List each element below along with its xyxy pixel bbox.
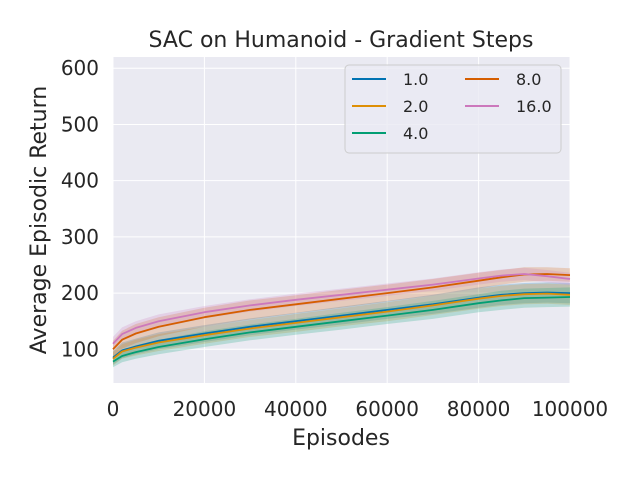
y-tick-labels: 100 200 300 400 500 600 xyxy=(61,56,99,361)
y-tick-label: 400 xyxy=(61,169,99,193)
y-tick-label: 100 xyxy=(61,337,99,361)
x-tick-label: 80000 xyxy=(447,397,511,421)
legend-label-2.0: 2.0 xyxy=(403,97,428,116)
series-line-2.0 xyxy=(112,292,571,360)
legend: 1.0 2.0 4.0 8.0 16.0 xyxy=(344,64,562,154)
x-tick-label: 0 xyxy=(107,397,120,421)
legend-label-1.0: 1.0 xyxy=(403,70,428,89)
legend-frame xyxy=(344,64,562,154)
x-tick-label: 40000 xyxy=(264,397,328,421)
band-2.0 xyxy=(113,283,570,366)
series-lines xyxy=(112,273,571,363)
band-16.0 xyxy=(113,267,570,351)
x-tick-label: 60000 xyxy=(355,397,419,421)
y-tick-label: 200 xyxy=(61,281,99,305)
x-tick-label: 20000 xyxy=(173,397,237,421)
x-axis-label: Episodes xyxy=(292,426,390,451)
y-axis-label: Average Episodic Return xyxy=(27,86,52,354)
chart-title: SAC on Humanoid - Gradient Steps xyxy=(149,28,534,53)
y-tick-label: 500 xyxy=(61,112,99,136)
series-line-16.0 xyxy=(112,273,571,345)
legend-label-16.0: 16.0 xyxy=(516,97,552,116)
band-8.0 xyxy=(113,267,570,358)
series-line-1.0 xyxy=(112,291,571,359)
x-tick-label: 100000 xyxy=(532,397,608,421)
legend-label-8.0: 8.0 xyxy=(516,70,541,89)
y-tick-label: 300 xyxy=(61,225,99,249)
legend-label-4.0: 4.0 xyxy=(403,124,428,143)
x-tick-labels: 0 20000 40000 60000 80000 100000 xyxy=(107,397,609,421)
series-line-4.0 xyxy=(112,296,571,363)
y-tick-label: 600 xyxy=(61,56,99,80)
